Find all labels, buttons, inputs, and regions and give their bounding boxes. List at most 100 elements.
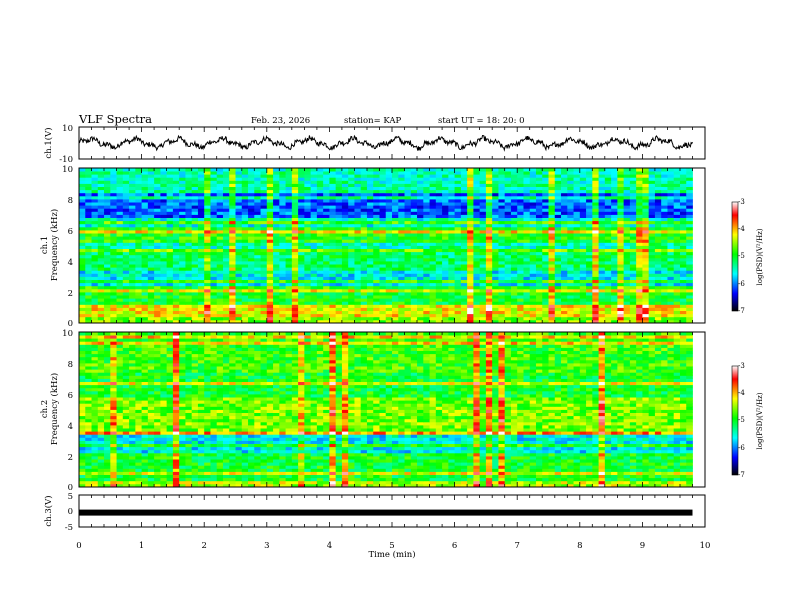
spectrogram-cell xyxy=(504,298,512,302)
spectrogram-cell xyxy=(392,279,399,284)
spectrogram-cell xyxy=(398,205,405,209)
spectrogram-cell xyxy=(417,174,424,178)
spectrogram-cell xyxy=(298,230,305,234)
spectrogram-cell xyxy=(254,208,261,212)
spectrogram-cell xyxy=(679,171,687,175)
spectrogram-cell xyxy=(266,226,274,231)
spectrogram-cell xyxy=(454,214,462,218)
spectrogram-cell xyxy=(410,273,418,277)
spectrogram-cell xyxy=(586,285,593,290)
spectrogram-cell xyxy=(554,285,562,290)
spectrogram-cell xyxy=(154,226,161,231)
spectrogram-cell xyxy=(166,186,174,191)
spectrogram-cell xyxy=(185,189,193,194)
spectrogram-cell xyxy=(273,205,280,209)
spectrogram-cell xyxy=(354,298,362,302)
spectrogram-cell xyxy=(542,236,549,240)
spectrogram-cell xyxy=(366,267,374,271)
spectrogram-cell xyxy=(611,261,618,265)
spectrogram-cell xyxy=(241,180,249,184)
spectrogram-cell xyxy=(529,199,537,203)
spectrogram-cell xyxy=(248,195,255,200)
spectrogram-cell xyxy=(172,202,180,206)
spectrogram-cell xyxy=(348,276,355,280)
spectrogram-cell xyxy=(110,279,117,284)
spectrogram-cell xyxy=(417,276,424,280)
spectrogram-cell xyxy=(654,171,662,175)
spectrogram-cell xyxy=(316,226,324,231)
ch1-waveform-panel: 10 -10 ch.1(V) xyxy=(43,124,706,165)
spectrogram-cell xyxy=(141,310,149,315)
spectrogram-cell xyxy=(85,236,92,240)
spectrogram-cell xyxy=(485,205,493,209)
spectrogram-cell xyxy=(535,168,543,172)
spectrogram-cell xyxy=(586,273,593,277)
spectrogram-cell xyxy=(654,220,662,225)
spectrogram-cell xyxy=(266,295,274,299)
spectrogram-cell xyxy=(454,285,462,290)
spectrogram-cell xyxy=(129,208,136,212)
spectrogram-cell xyxy=(248,214,255,218)
spectrogram-cell xyxy=(147,257,155,262)
spectrogram-cell xyxy=(567,230,574,234)
spectrogram-cell xyxy=(172,171,180,175)
spectrogram-cell xyxy=(323,205,330,209)
spectrogram-cell xyxy=(492,267,499,271)
spectrogram-cell xyxy=(273,174,280,178)
spectrogram-cell xyxy=(504,199,512,203)
spectrogram-cell xyxy=(273,168,280,172)
spectrogram-cell xyxy=(654,257,662,262)
spectrogram-cell xyxy=(266,186,274,191)
spectrogram-cell xyxy=(341,279,349,284)
spectrogram-cell xyxy=(97,292,105,296)
spectrogram-cell xyxy=(611,288,618,293)
spectrogram-cell xyxy=(222,313,230,318)
spectrogram-cell xyxy=(623,217,631,222)
spectrogram-cell xyxy=(667,195,675,200)
spectrogram-cell xyxy=(467,304,474,308)
spectrogram-cell xyxy=(442,214,449,218)
spectrogram-cell xyxy=(667,174,675,178)
spectrogram-cell xyxy=(385,285,393,290)
spectrogram-cell xyxy=(91,202,99,206)
spectrogram-cell xyxy=(460,199,468,203)
spectrogram-cell xyxy=(373,310,380,315)
spectrogram-cell xyxy=(535,230,543,234)
spectrogram-cell xyxy=(141,264,149,268)
spectrogram-cell xyxy=(592,245,599,249)
spectrogram-cell xyxy=(592,276,599,280)
spectrogram-cell xyxy=(97,310,105,315)
spectrogram-cell xyxy=(316,248,324,253)
spectrogram-cell xyxy=(110,276,117,280)
spectrogram-cell xyxy=(260,214,268,218)
spectrogram-cell xyxy=(179,298,186,302)
spectrogram-cell xyxy=(197,192,205,197)
spectrogram-cell xyxy=(373,313,380,318)
spectrogram-cell xyxy=(567,298,574,302)
spectrogram-cell xyxy=(229,292,236,296)
spectrogram-cell xyxy=(654,214,662,218)
spectrogram-cell xyxy=(122,316,130,321)
spectrogram-cell xyxy=(561,301,568,305)
spectrogram-cell xyxy=(216,177,224,181)
spectrogram-cell xyxy=(154,310,161,315)
spectrogram-cell xyxy=(642,273,650,277)
spectrogram-cell xyxy=(366,168,374,172)
spectrogram-cell xyxy=(517,276,524,280)
spectrogram-cell xyxy=(160,307,168,311)
spectrogram-cell xyxy=(586,248,593,253)
spectrogram-cell xyxy=(542,248,549,253)
spectrogram-cell xyxy=(166,254,174,259)
spectrogram-cell xyxy=(122,282,130,287)
spectrogram-cell xyxy=(260,273,268,277)
spectrogram-cell xyxy=(435,298,443,302)
spectrogram-cell xyxy=(529,282,537,287)
spectrogram-cell xyxy=(141,168,149,172)
spectrogram-cell xyxy=(291,261,299,265)
spectrogram-cell xyxy=(229,239,236,243)
spectrogram-cell xyxy=(116,189,124,194)
spectrogram-cell xyxy=(661,316,668,321)
spectrogram-cell xyxy=(323,273,330,277)
spectrogram-cell xyxy=(667,189,675,194)
spectrogram-cell xyxy=(91,192,99,197)
